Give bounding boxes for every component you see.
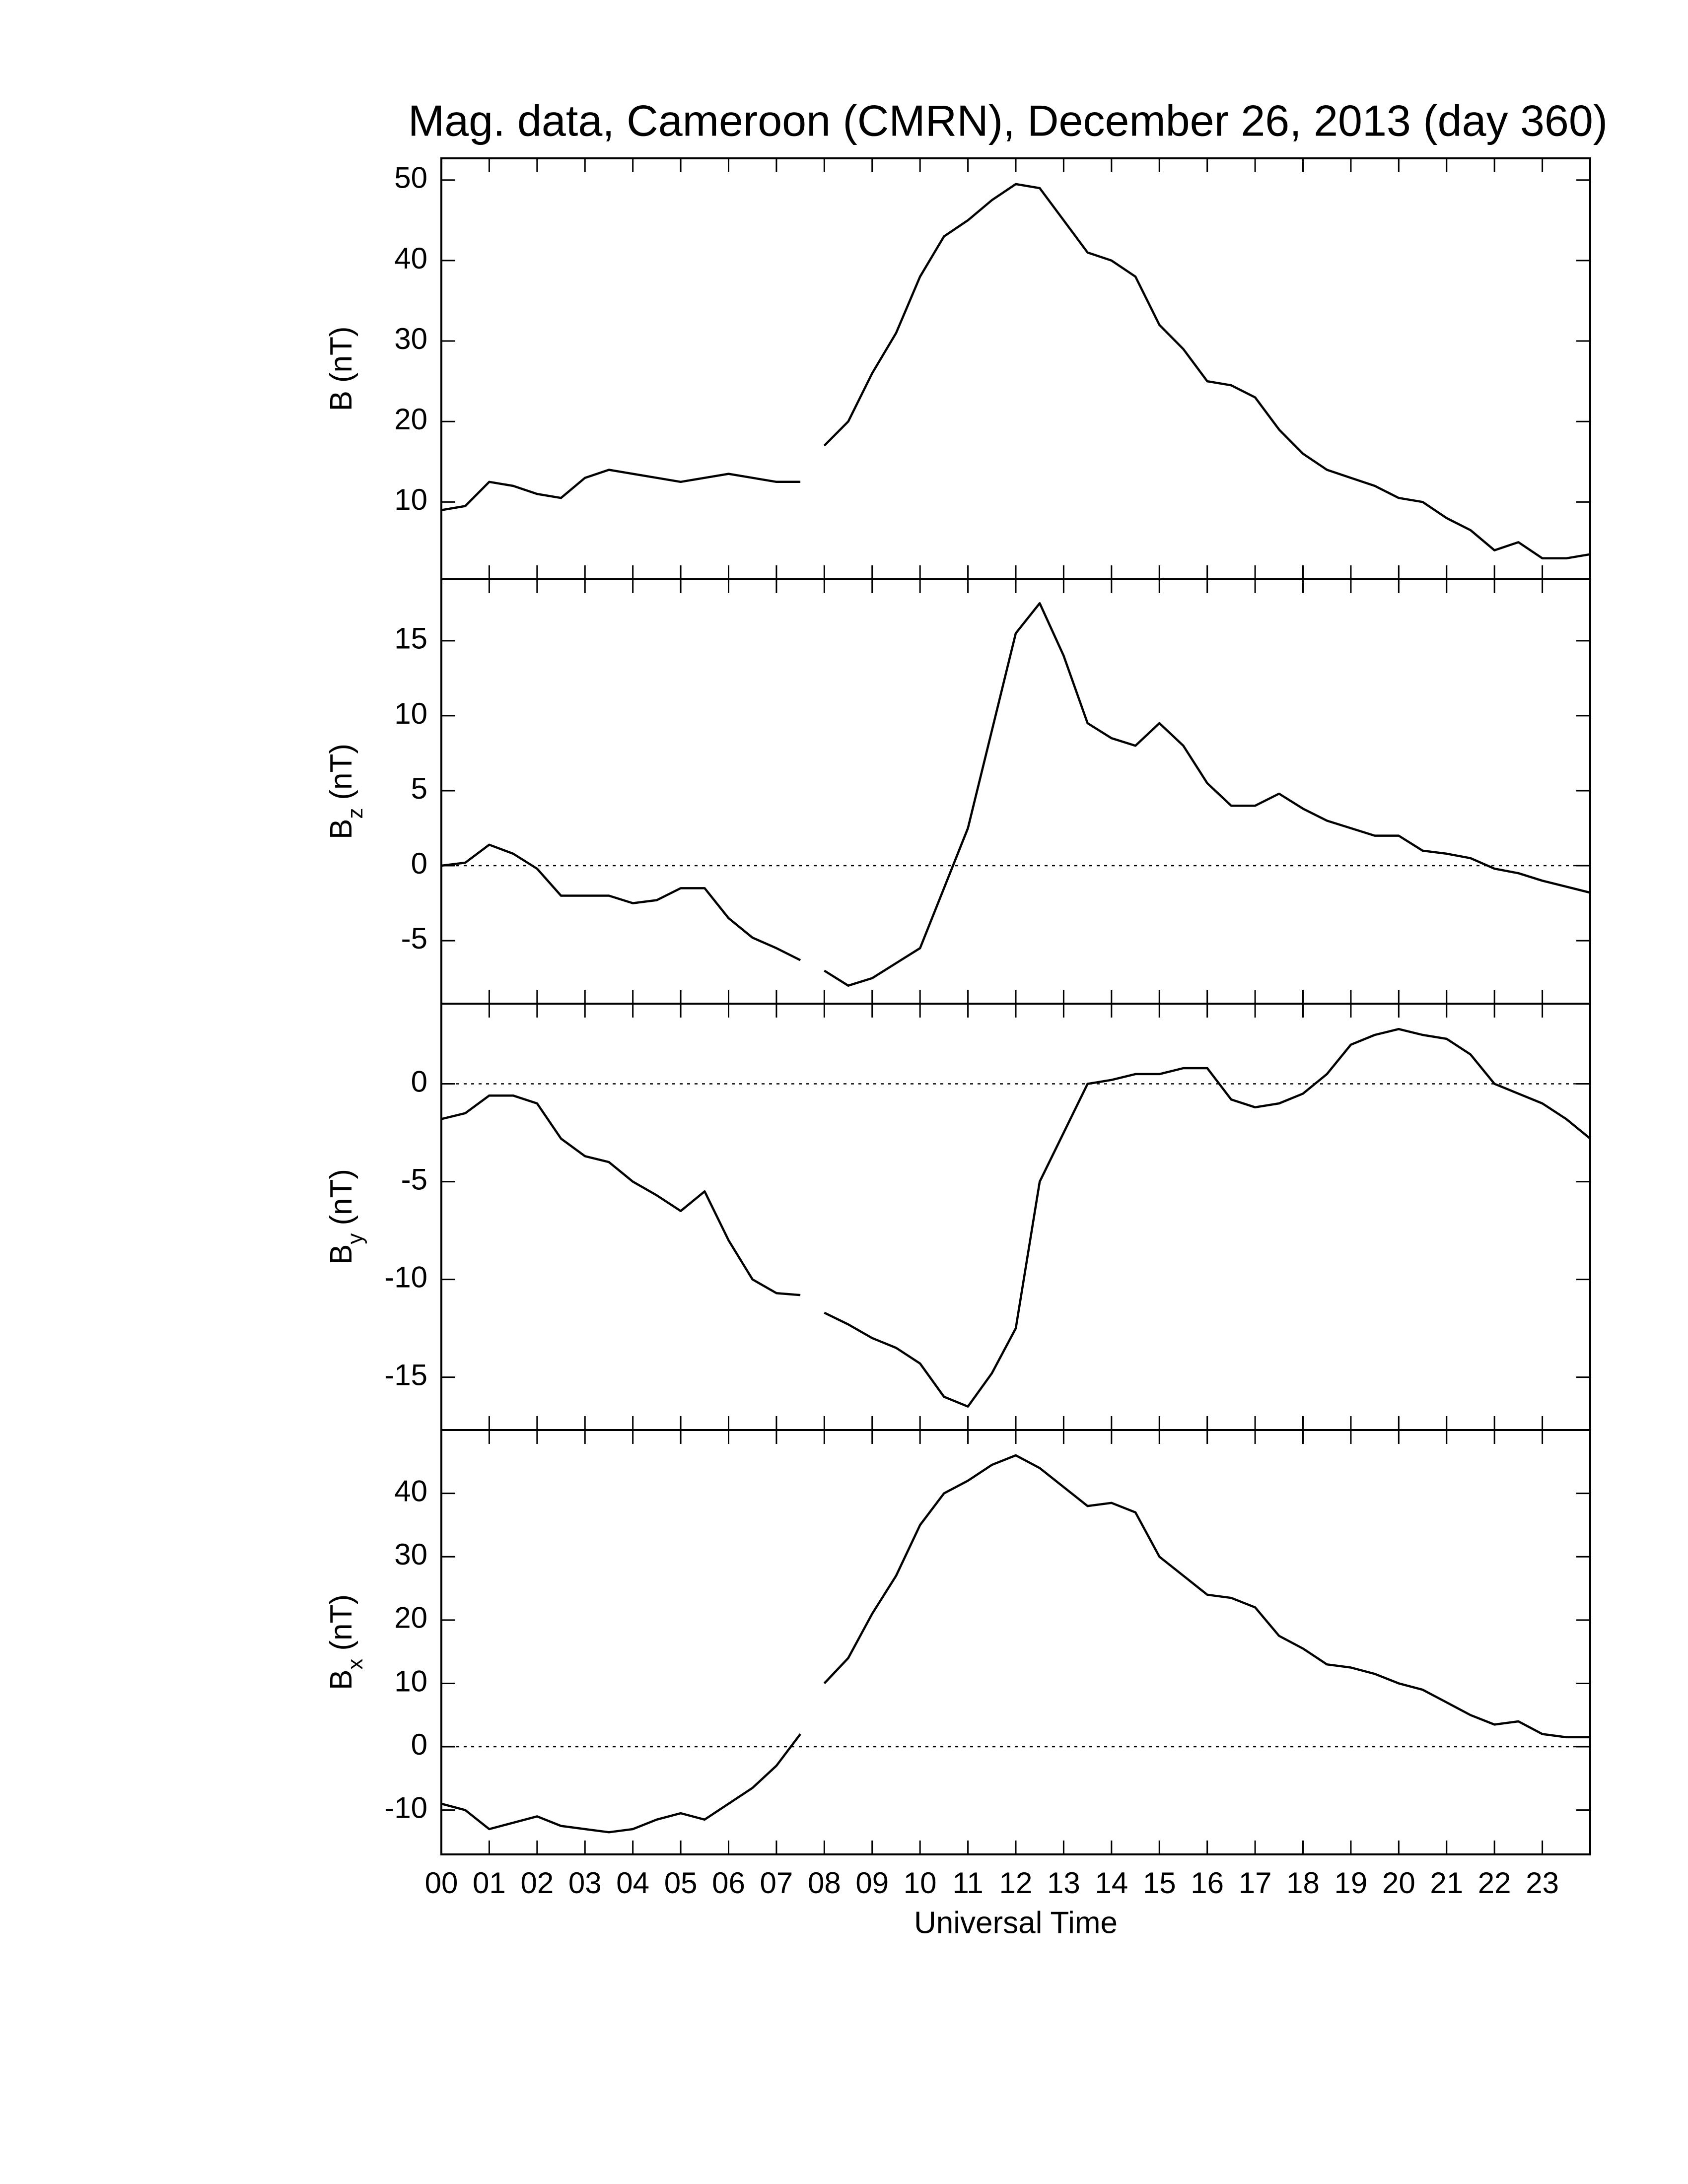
y-axis-label-unit: (nT) [324,1594,358,1651]
x-tick-label: 06 [712,1866,745,1900]
x-tick-label: 12 [999,1866,1033,1900]
y-axis-label: B (nT) [324,326,358,411]
x-tick-label: 19 [1335,1866,1368,1900]
y-tick-label: 0 [411,847,427,880]
x-tick-label: 04 [616,1866,649,1900]
y-axis-label-subscript: y [343,1233,367,1244]
y-tick-label: 10 [394,483,427,516]
x-tick-label: 03 [568,1866,602,1900]
y-tick-label: -10 [384,1791,427,1825]
y-tick-label: 20 [394,403,427,436]
x-tick-label: 11 [952,1866,983,1900]
y-axis-label-unit: (nT) [324,744,358,800]
y-tick-label: 15 [394,622,427,655]
y-axis-label: By (nT) [324,1169,367,1265]
data-line [441,1027,1591,1408]
y-tick-label: 40 [394,242,427,275]
x-tick-label: 05 [664,1866,698,1900]
data-line [441,1454,1590,1834]
x-tick-label: 17 [1239,1866,1272,1900]
x-tick-label: 22 [1478,1866,1511,1900]
y-axis-label-unit: (nT) [324,1169,358,1226]
chart-title: Mag. data, Cameroon (CMRN), December 26,… [408,96,1608,145]
y-tick-label: 40 [394,1474,427,1507]
x-tick-label: 13 [1047,1866,1080,1900]
y-axis-label: Bx (nT) [324,1594,367,1690]
x-tick-label: 07 [760,1866,793,1900]
x-tick-label: 14 [1095,1866,1128,1900]
y-tick-label: 10 [394,1664,427,1698]
y-tick-label: 0 [411,1065,427,1098]
x-tick-label: 20 [1382,1866,1415,1900]
y-tick-label: 30 [394,1538,427,1571]
y-tick-label: 30 [394,322,427,355]
y-axis-label-subscript: x [343,1659,367,1670]
plot-frame [440,1429,1591,1855]
x-tick-label: 08 [808,1866,841,1900]
y-tick-label: 5 [411,772,427,805]
y-tick-label: -5 [401,922,427,955]
x-axis-label: Universal Time [914,1906,1118,1940]
x-tick-label: 16 [1191,1866,1224,1900]
y-tick-label: -10 [384,1260,427,1294]
x-tick-label: 21 [1430,1866,1463,1900]
x-tick-label: 10 [904,1866,937,1900]
y-axis-label-symbol: B [324,391,358,411]
y-tick-label: -5 [401,1162,427,1196]
y-axis-label-subscript: z [343,808,367,819]
x-tick-label: 01 [473,1866,506,1900]
y-axis-label-symbol: B [324,1244,358,1265]
data-line [441,602,1591,987]
x-tick-label: 18 [1286,1866,1320,1900]
y-axis-label-symbol: B [324,819,358,839]
y-tick-label: 0 [411,1728,427,1761]
y-axis-label: Bz (nT) [324,744,367,839]
y-tick-label: 20 [394,1601,427,1635]
x-tick-label: 15 [1143,1866,1176,1900]
y-tick-label: -15 [384,1358,427,1391]
x-tick-label: 02 [520,1866,554,1900]
y-tick-label: 10 [394,697,427,730]
data-line [441,183,1591,560]
x-tick-label: 00 [425,1866,458,1900]
x-tick-label: 23 [1526,1866,1559,1900]
y-tick-label: 50 [394,161,427,195]
y-axis-label-symbol: B [324,1670,358,1690]
x-tick-label: 09 [855,1866,889,1900]
y-axis-label-unit: (nT) [324,326,358,383]
